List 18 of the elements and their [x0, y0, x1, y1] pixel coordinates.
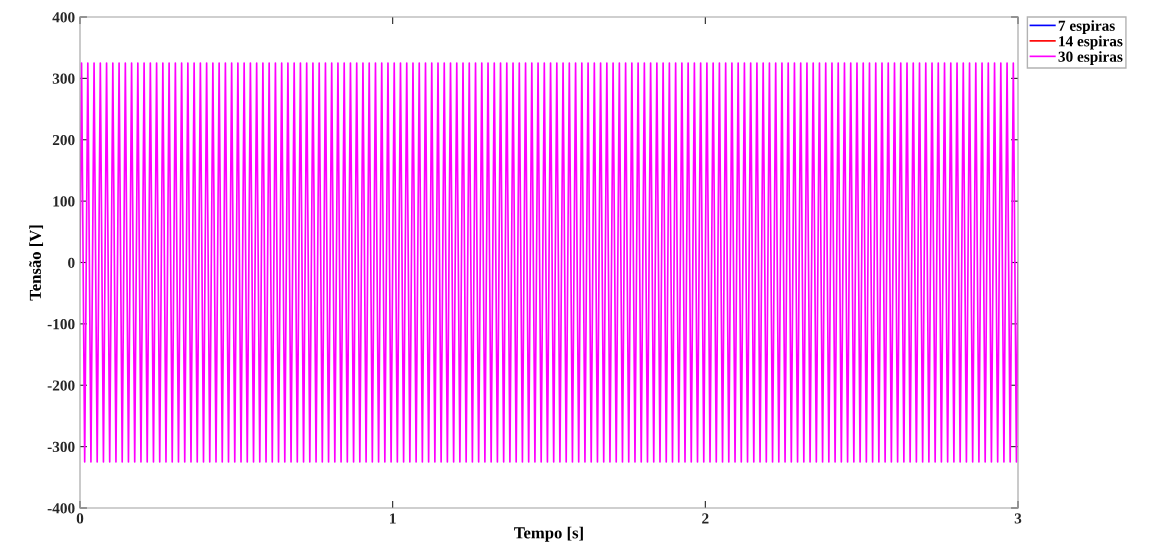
- x-tick-label: 1: [390, 513, 396, 524]
- legend-label: 14 espiras: [1059, 35, 1123, 50]
- x-tick-label: 0: [76, 513, 84, 524]
- y-axis-title: Tensão [V]: [29, 225, 44, 301]
- y-tick-label: -200: [47, 380, 75, 391]
- y-tick-label: 100: [53, 196, 75, 207]
- y-tick-label: 0: [68, 257, 75, 268]
- y-tick-label: 300: [52, 73, 75, 84]
- x-tick-label: 3: [1014, 513, 1022, 524]
- y-tick-label: 200: [52, 134, 75, 146]
- y-tick-label: -300: [47, 441, 75, 453]
- legend-label: 30 espiras: [1058, 51, 1123, 65]
- x-tick-label: 2: [702, 513, 709, 524]
- legend-label: 7 espiras: [1058, 20, 1115, 34]
- y-tick-label: -100: [47, 319, 75, 330]
- x-axis-title: Tempo [s]: [514, 526, 583, 542]
- y-tick-label: -400: [47, 503, 75, 514]
- y-tick-label: 400: [52, 12, 75, 23]
